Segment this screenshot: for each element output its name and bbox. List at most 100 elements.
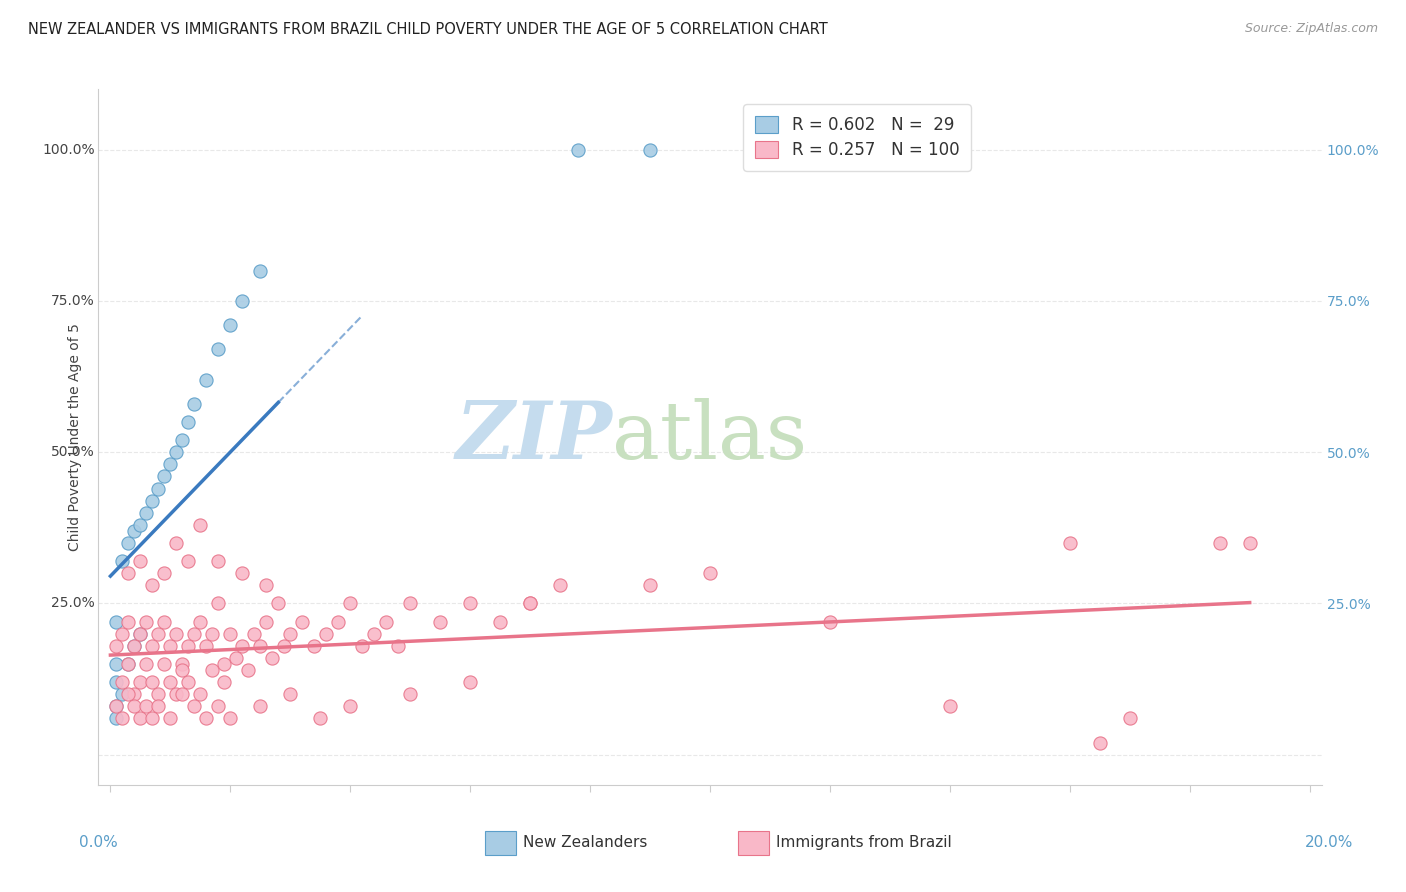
Point <box>177 675 200 690</box>
Text: 50.0%: 50.0% <box>51 445 94 459</box>
Point <box>219 626 242 640</box>
Point <box>105 639 128 653</box>
Point <box>111 626 134 640</box>
Point <box>328 615 350 629</box>
Point <box>195 373 218 387</box>
Point <box>399 597 422 611</box>
Point <box>818 615 841 629</box>
Point <box>278 687 301 701</box>
Point <box>165 687 187 701</box>
Point <box>207 699 229 714</box>
Point <box>153 566 176 581</box>
Point <box>458 675 481 690</box>
Point <box>304 639 326 653</box>
Point <box>939 699 962 714</box>
Point <box>1088 736 1111 750</box>
Point <box>638 143 661 157</box>
Point <box>429 615 451 629</box>
Point <box>1208 536 1230 550</box>
Point <box>243 626 266 640</box>
Point <box>117 657 139 671</box>
Point <box>159 639 181 653</box>
Point <box>117 566 139 581</box>
Point <box>135 699 157 714</box>
Point <box>219 711 242 725</box>
Point <box>172 433 194 447</box>
Point <box>141 493 163 508</box>
Point <box>183 626 205 640</box>
Point <box>135 657 157 671</box>
Point <box>105 711 128 725</box>
Point <box>207 554 229 568</box>
Point <box>124 687 146 701</box>
Point <box>219 318 242 333</box>
Point <box>165 536 187 550</box>
Point <box>129 675 152 690</box>
Text: NEW ZEALANDER VS IMMIGRANTS FROM BRAZIL CHILD POVERTY UNDER THE AGE OF 5 CORRELA: NEW ZEALANDER VS IMMIGRANTS FROM BRAZIL … <box>28 22 828 37</box>
Point <box>207 597 229 611</box>
Point <box>188 517 211 532</box>
Point <box>352 639 374 653</box>
Point <box>201 626 224 640</box>
Point <box>165 626 187 640</box>
Point <box>339 699 361 714</box>
Point <box>238 663 260 677</box>
Text: atlas: atlas <box>612 398 807 476</box>
Point <box>111 675 134 690</box>
Point <box>1119 711 1142 725</box>
Point <box>111 554 134 568</box>
Point <box>399 687 422 701</box>
Point <box>249 263 271 277</box>
Text: New Zealanders: New Zealanders <box>523 836 647 850</box>
Point <box>638 578 661 592</box>
Point <box>135 615 157 629</box>
Point <box>699 566 721 581</box>
Point <box>105 699 128 714</box>
Point <box>153 615 176 629</box>
Point <box>129 554 152 568</box>
Point <box>214 675 236 690</box>
Point <box>117 657 139 671</box>
Point <box>339 597 361 611</box>
Point <box>105 675 128 690</box>
Point <box>111 711 134 725</box>
Text: ZIP: ZIP <box>456 399 612 475</box>
Point <box>124 639 146 653</box>
Point <box>249 699 271 714</box>
Point <box>129 626 152 640</box>
Point <box>117 615 139 629</box>
Point <box>153 657 176 671</box>
Point <box>105 657 128 671</box>
Point <box>141 675 163 690</box>
Point <box>567 143 589 157</box>
Point <box>201 663 224 677</box>
Point <box>231 639 253 653</box>
Point <box>172 687 194 701</box>
Point <box>148 687 170 701</box>
Point <box>117 687 139 701</box>
Point <box>254 578 277 592</box>
Point <box>207 343 229 357</box>
Text: 100.0%: 100.0% <box>42 143 94 157</box>
Point <box>183 397 205 411</box>
Legend: R = 0.602   N =  29, R = 0.257   N = 100: R = 0.602 N = 29, R = 0.257 N = 100 <box>744 104 970 171</box>
Point <box>225 651 247 665</box>
Point <box>315 626 337 640</box>
Point <box>519 597 541 611</box>
Point <box>111 687 134 701</box>
Point <box>124 639 146 653</box>
Text: Immigrants from Brazil: Immigrants from Brazil <box>776 836 952 850</box>
Text: 25.0%: 25.0% <box>51 597 94 610</box>
Point <box>489 615 512 629</box>
Point <box>273 639 295 653</box>
Point <box>231 566 253 581</box>
Point <box>105 615 128 629</box>
Point <box>129 711 152 725</box>
Point <box>254 615 277 629</box>
Text: 0.0%: 0.0% <box>79 836 118 850</box>
Point <box>183 699 205 714</box>
Point <box>141 711 163 725</box>
Point <box>262 651 284 665</box>
Point <box>148 482 170 496</box>
Point <box>1239 536 1261 550</box>
